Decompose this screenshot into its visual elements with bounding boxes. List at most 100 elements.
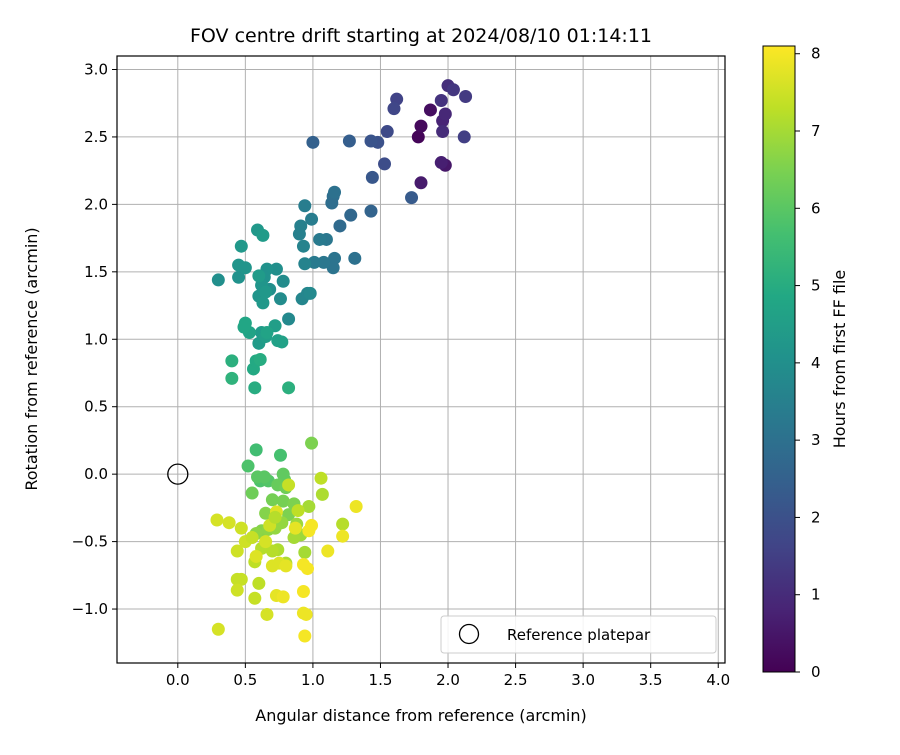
data-points <box>210 79 473 643</box>
colorbar-ticks: 0 1 2 3 4 5 6 7 8 <box>795 45 821 681</box>
data-point <box>405 191 419 205</box>
data-point <box>438 107 452 121</box>
data-point <box>446 83 460 97</box>
data-point <box>314 471 328 485</box>
data-point <box>459 89 473 103</box>
y-tick-label: 2.5 <box>84 128 108 146</box>
data-point <box>256 296 270 310</box>
data-point <box>325 196 339 210</box>
x-axis-label: Angular distance from reference (arcmin) <box>255 706 586 725</box>
data-point <box>245 531 259 545</box>
data-point <box>296 558 310 572</box>
colorbar-tick-label: 3 <box>811 431 821 449</box>
x-tick-label: 3.0 <box>571 671 595 689</box>
data-point <box>434 156 448 170</box>
data-point <box>225 354 239 368</box>
data-point <box>269 262 283 276</box>
data-point <box>436 125 450 139</box>
data-point <box>211 273 225 287</box>
data-point <box>299 607 313 621</box>
data-point <box>298 257 312 271</box>
data-point <box>364 204 378 218</box>
legend: Reference platepar <box>440 615 717 654</box>
data-point <box>249 549 263 563</box>
data-point <box>411 130 425 144</box>
data-point <box>252 576 266 590</box>
data-point <box>313 232 327 246</box>
x-tick-label: 2.5 <box>504 671 528 689</box>
data-point <box>222 516 236 530</box>
colorbar-tick-label: 8 <box>811 45 821 63</box>
data-point <box>230 572 244 586</box>
data-point <box>252 269 266 283</box>
data-point <box>234 239 248 253</box>
data-point <box>303 286 317 300</box>
x-tick-label: 2.0 <box>436 671 460 689</box>
data-point <box>241 459 255 473</box>
data-point <box>225 371 239 385</box>
data-point <box>276 274 290 288</box>
data-point <box>321 544 335 558</box>
data-point <box>232 270 246 284</box>
data-point <box>298 629 312 643</box>
colorbar-tick-label: 7 <box>811 122 821 140</box>
data-point <box>265 493 279 507</box>
legend-marker <box>458 623 480 645</box>
x-tick-label: 4.0 <box>706 671 730 689</box>
colorbar-tick-label: 5 <box>811 277 821 295</box>
data-point <box>326 261 340 275</box>
data-point <box>387 102 401 116</box>
data-point <box>328 185 342 199</box>
plot-frame <box>116 55 726 664</box>
data-point <box>259 535 273 549</box>
colorbar-tick-label: 6 <box>811 199 821 217</box>
y-tick-label: 3.0 <box>84 60 108 78</box>
data-point <box>260 326 274 340</box>
colorbar-tick-label: 1 <box>811 586 821 604</box>
data-point <box>292 227 306 241</box>
reference-marker-layer <box>167 463 189 485</box>
data-point <box>298 199 312 213</box>
data-point <box>276 590 290 604</box>
data-point <box>230 544 244 558</box>
data-point <box>257 470 271 484</box>
data-point <box>248 591 262 605</box>
data-point <box>260 607 274 621</box>
reference-platepar-marker <box>167 463 189 485</box>
data-point <box>238 261 252 275</box>
data-point <box>230 583 244 597</box>
colorbar-tick-label: 4 <box>811 354 821 372</box>
data-point <box>279 559 293 573</box>
data-point <box>296 585 310 599</box>
grid-lines <box>117 56 725 663</box>
data-point <box>344 208 358 222</box>
data-point <box>296 239 310 253</box>
data-point <box>282 478 296 492</box>
data-point <box>365 170 379 184</box>
data-point <box>457 130 471 144</box>
colorbar-tick-label: 2 <box>811 508 821 526</box>
data-point <box>302 500 316 514</box>
data-point <box>298 545 312 559</box>
data-point <box>378 157 392 171</box>
data-point <box>259 285 273 299</box>
data-point <box>268 510 282 524</box>
legend-label: Reference platepar <box>507 626 651 644</box>
data-point <box>253 353 267 366</box>
y-tick-label: 1.0 <box>84 330 108 348</box>
y-axis-label: Rotation from reference (arcmin) <box>22 227 41 490</box>
legend-box <box>440 615 717 654</box>
data-point <box>276 494 290 508</box>
data-point <box>275 335 289 349</box>
data-point <box>306 135 320 149</box>
data-point <box>342 134 356 148</box>
x-tick-label: 1.0 <box>301 671 325 689</box>
data-point <box>380 125 394 139</box>
y-tick-label: 2.0 <box>84 195 108 213</box>
data-point <box>273 448 287 462</box>
y-tick-label: 0.5 <box>84 398 108 416</box>
x-tick-label: 0.5 <box>233 671 257 689</box>
data-point <box>414 119 428 133</box>
data-point <box>256 228 270 242</box>
